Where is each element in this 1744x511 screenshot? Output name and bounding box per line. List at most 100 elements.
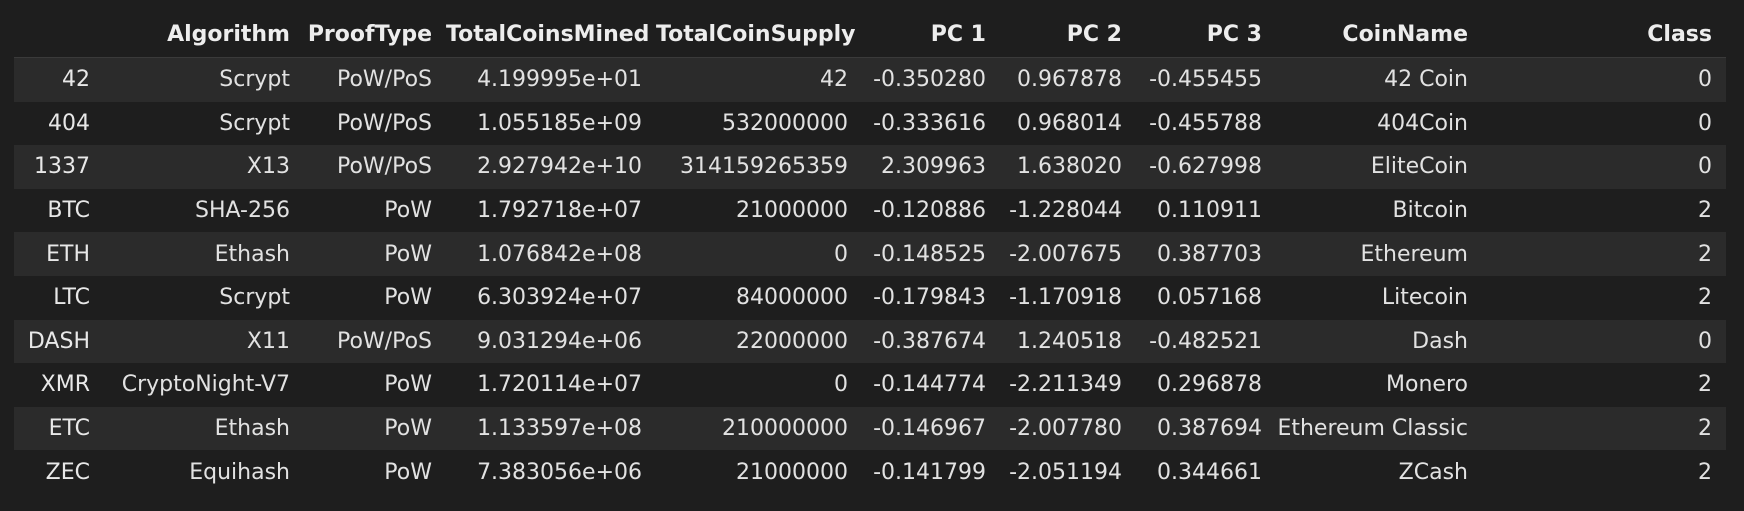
- table-cell: 42: [820, 67, 848, 93]
- table-cell: PoW/PoS: [336, 67, 432, 93]
- dataframe-output: Algorithm ProofType TotalCoinsMined TotalCo…: [14, 12, 1726, 494]
- table-cell: Scrypt: [219, 67, 290, 93]
- table-cell: X13: [246, 154, 290, 180]
- table-row: LTC Scrypt PoW 6.303924e+07 84000000 -0.17984…: [14, 275, 1726, 320]
- table-cell: -2.007675: [1009, 241, 1122, 267]
- table-row: BTC SHA-256 PoW 1.792718e+07 21000000 -0.1208…: [14, 188, 1726, 233]
- table-cell: -2.007780: [1009, 416, 1122, 442]
- table-cell: 2.309963: [881, 154, 986, 180]
- table-cell: PoW: [384, 285, 432, 311]
- table-cell: 314159265359: [680, 154, 848, 180]
- table-cell: Ethash: [214, 416, 290, 442]
- table-cell: 84000000: [736, 285, 848, 311]
- table-cell: Monero: [1386, 372, 1468, 398]
- table-cell: X11: [246, 328, 290, 354]
- header-row: Algorithm ProofType TotalCoinsMined TotalCo…: [14, 12, 1726, 58]
- table-cell: 2: [1698, 372, 1712, 398]
- table-cell: 42 Coin: [1384, 67, 1468, 93]
- table-cell: 0.387703: [1157, 241, 1262, 267]
- row-index: ETC: [48, 416, 90, 442]
- table-cell: 210000000: [722, 416, 848, 442]
- table-cell: 1.055185e+09: [477, 110, 642, 136]
- table-cell: PoW/PoS: [336, 328, 432, 354]
- table-row: ETC Ethash PoW 1.133597e+08 210000000 -0.1469…: [14, 406, 1726, 451]
- table-cell: 2: [1698, 198, 1712, 224]
- table-cell: 0.110911: [1157, 198, 1262, 224]
- column-header: CoinName: [1276, 12, 1482, 58]
- row-index: DASH: [27, 328, 90, 354]
- table-cell: -0.141799: [873, 459, 986, 485]
- table-cell: 1.720114e+07: [477, 372, 642, 398]
- table-cell: Equihash: [189, 459, 290, 485]
- table-row: XMR CryptoNight-V7 PoW 1.720114e+07 0 -0.1447…: [14, 363, 1726, 407]
- table-row: 42 Scrypt PoW/PoS 4.199995e+01 42 -0.350280 0.…: [14, 57, 1726, 102]
- table-cell: PoW: [384, 459, 432, 485]
- table-cell: PoW: [384, 241, 432, 267]
- table-cell: -0.350280: [873, 67, 986, 93]
- table-cell: -0.482521: [1149, 328, 1262, 354]
- row-index: BTC: [47, 198, 90, 224]
- table-cell: -0.179843: [873, 285, 986, 311]
- row-index: 404: [48, 110, 90, 136]
- table-cell: SHA-256: [194, 198, 290, 224]
- table-cell: PoW: [384, 198, 432, 224]
- table-cell: 1.792718e+07: [477, 198, 642, 224]
- table-cell: 0: [834, 241, 848, 267]
- table-cell: Ethereum Classic: [1277, 416, 1468, 442]
- row-index: ZEC: [45, 459, 90, 485]
- table-row: 404 Scrypt PoW/PoS 1.055185e+09 532000000 -0.…: [14, 101, 1726, 146]
- table-cell: 0: [1698, 154, 1712, 180]
- table-cell: 2.927942e+10: [477, 154, 642, 180]
- column-header: PC 2: [1000, 12, 1136, 58]
- column-header: PC 3: [1136, 12, 1276, 58]
- table-cell: 22000000: [736, 328, 848, 354]
- index-header: [14, 12, 104, 58]
- table-cell: -1.170918: [1009, 285, 1122, 311]
- table-cell: PoW/PoS: [336, 154, 432, 180]
- table-cell: 0: [1698, 67, 1712, 93]
- column-header: PC 1: [862, 12, 1000, 58]
- dataframe-table: Algorithm ProofType TotalCoinsMined TotalCo…: [14, 12, 1726, 494]
- table-cell: 1.133597e+08: [477, 416, 642, 442]
- table-cell: 0.296878: [1157, 372, 1262, 398]
- table-cell: 4.199995e+01: [477, 67, 642, 93]
- column-header: TotalCoinSupply: [656, 12, 862, 58]
- table-cell: PoW: [384, 416, 432, 442]
- table-cell: EliteCoin: [1370, 154, 1468, 180]
- table-cell: CryptoNight-V7: [121, 372, 290, 398]
- table-cell: 532000000: [722, 110, 848, 136]
- table-cell: 0.344661: [1157, 459, 1262, 485]
- table-cell: 404Coin: [1377, 110, 1468, 136]
- table-cell: 0.057168: [1157, 285, 1262, 311]
- table-cell: Ethereum: [1360, 241, 1468, 267]
- row-index: XMR: [40, 372, 90, 398]
- table-cell: 1.638020: [1017, 154, 1122, 180]
- table-cell: 2: [1698, 285, 1712, 311]
- table-cell: 0.967878: [1017, 67, 1122, 93]
- table-cell: 1.076842e+08: [477, 241, 642, 267]
- column-header: Class: [1482, 12, 1726, 58]
- table-row: ZEC Equihash PoW 7.383056e+06 21000000 -0.141…: [14, 450, 1726, 494]
- table-cell: PoW/PoS: [336, 110, 432, 136]
- table-cell: 0: [1698, 328, 1712, 354]
- table-body: 42 Scrypt PoW/PoS 4.199995e+01 42 -0.350280 0.…: [14, 57, 1726, 494]
- table-cell: 0.968014: [1017, 110, 1122, 136]
- table-cell: -0.455788: [1149, 110, 1262, 136]
- table-cell: Scrypt: [219, 285, 290, 311]
- table-row: DASH X11 PoW/PoS 9.031294e+06 22000000 -0.387…: [14, 319, 1726, 364]
- table-cell: PoW: [384, 372, 432, 398]
- table-cell: -0.144774: [873, 372, 986, 398]
- table-cell: 0: [1698, 110, 1712, 136]
- table-cell: 0: [834, 372, 848, 398]
- table-cell: Litecoin: [1381, 285, 1468, 311]
- column-header: TotalCoinsMined: [446, 12, 656, 58]
- table-cell: -0.333616: [873, 110, 986, 136]
- table-cell: 2: [1698, 241, 1712, 267]
- table-cell: -2.051194: [1009, 459, 1122, 485]
- table-cell: ZCash: [1398, 459, 1468, 485]
- table-cell: -0.120886: [873, 198, 986, 224]
- table-cell: -0.627998: [1149, 154, 1262, 180]
- table-cell: 21000000: [736, 459, 848, 485]
- row-index: 1337: [34, 154, 90, 180]
- row-index: LTC: [53, 285, 90, 311]
